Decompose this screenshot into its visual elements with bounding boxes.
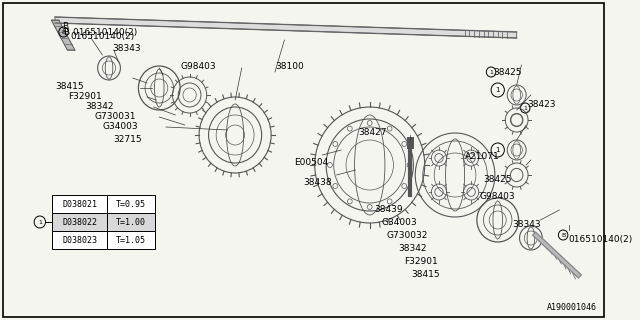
Bar: [52, 231, 107, 249]
Text: F32901: F32901: [404, 257, 438, 266]
Text: 38415: 38415: [55, 82, 84, 91]
Bar: [52, 213, 107, 231]
Text: A21071: A21071: [465, 152, 499, 161]
Text: 1: 1: [495, 87, 500, 93]
Text: B 016510140(2): B 016510140(2): [65, 28, 138, 37]
Text: G34003: G34003: [381, 218, 417, 227]
Polygon shape: [55, 17, 516, 38]
Text: E00504: E00504: [294, 158, 328, 167]
Text: A190001046: A190001046: [547, 303, 597, 312]
Text: 016510140(2): 016510140(2): [569, 235, 633, 244]
Text: 016510140(2): 016510140(2): [70, 32, 134, 41]
Text: G730031: G730031: [95, 112, 136, 121]
Text: 38425: 38425: [483, 175, 512, 184]
Text: 1: 1: [489, 69, 493, 75]
Text: G34003: G34003: [102, 122, 138, 131]
Polygon shape: [51, 20, 75, 50]
Text: 38100: 38100: [275, 62, 304, 71]
Bar: [107, 195, 154, 213]
Text: D038021: D038021: [62, 199, 97, 209]
Text: T=1.05: T=1.05: [116, 236, 146, 244]
Text: 38415: 38415: [412, 270, 440, 279]
Text: 38427: 38427: [358, 128, 387, 137]
Text: D038022: D038022: [62, 218, 97, 227]
Text: 38342: 38342: [85, 102, 114, 111]
Bar: [52, 195, 107, 213]
Text: 38343: 38343: [512, 220, 541, 229]
Text: 38425: 38425: [493, 68, 522, 77]
Text: 38438: 38438: [303, 178, 332, 187]
Text: 38342: 38342: [398, 244, 427, 253]
Text: 32715: 32715: [114, 135, 142, 144]
Bar: [107, 213, 154, 231]
Text: G98403: G98403: [480, 192, 515, 201]
Text: G98403: G98403: [180, 62, 216, 71]
Text: D038023: D038023: [62, 236, 97, 244]
Text: B: B: [561, 233, 565, 237]
Text: T=0.95: T=0.95: [116, 199, 146, 209]
Text: 38439: 38439: [374, 205, 403, 214]
Text: 38343: 38343: [112, 44, 141, 53]
Text: B: B: [61, 29, 66, 35]
Text: T=1.00: T=1.00: [116, 218, 146, 227]
Text: 1: 1: [495, 147, 500, 153]
Text: F32901: F32901: [68, 92, 102, 101]
Text: 1: 1: [38, 220, 42, 225]
Text: B: B: [63, 22, 68, 31]
Text: G730032: G730032: [387, 231, 428, 240]
Text: 1: 1: [524, 106, 527, 110]
Bar: [107, 231, 154, 249]
Text: 38423: 38423: [527, 100, 556, 109]
